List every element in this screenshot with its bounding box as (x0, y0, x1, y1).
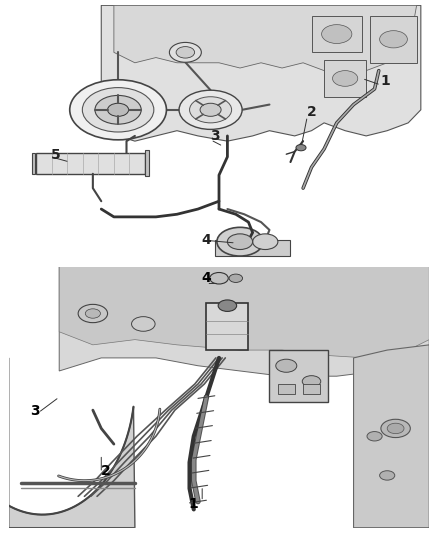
Polygon shape (353, 345, 429, 528)
Circle shape (276, 359, 297, 372)
Bar (32, 153, 35, 174)
Text: 4: 4 (201, 271, 211, 285)
Circle shape (227, 234, 253, 249)
Circle shape (108, 103, 129, 116)
Circle shape (332, 71, 358, 86)
Text: 2: 2 (101, 464, 111, 479)
Polygon shape (114, 5, 417, 71)
Bar (145, 150, 149, 176)
Circle shape (321, 25, 352, 44)
Circle shape (70, 80, 166, 140)
Bar (324, 60, 366, 97)
Circle shape (95, 95, 141, 124)
Bar (36, 153, 145, 174)
Polygon shape (59, 266, 429, 376)
Text: 1: 1 (189, 497, 199, 511)
Circle shape (200, 103, 221, 116)
Circle shape (381, 419, 410, 438)
Circle shape (131, 317, 155, 332)
Bar (206, 303, 248, 350)
Circle shape (85, 309, 100, 318)
Circle shape (380, 31, 407, 48)
Text: 3: 3 (30, 405, 39, 418)
Bar (278, 384, 295, 394)
Circle shape (296, 144, 306, 151)
Polygon shape (59, 266, 429, 358)
Bar (311, 16, 362, 52)
Text: 5: 5 (51, 148, 60, 163)
Circle shape (176, 46, 194, 58)
Circle shape (387, 423, 404, 434)
Bar (371, 16, 417, 63)
Text: 2: 2 (307, 106, 317, 119)
Circle shape (82, 87, 154, 132)
Circle shape (302, 376, 321, 387)
Circle shape (190, 97, 232, 123)
Circle shape (253, 234, 278, 249)
Circle shape (217, 227, 263, 256)
Text: 1: 1 (381, 74, 391, 88)
Bar (303, 384, 320, 394)
Polygon shape (0, 358, 135, 528)
Circle shape (229, 274, 243, 282)
Circle shape (170, 43, 201, 62)
Circle shape (218, 300, 237, 311)
Bar (269, 350, 328, 402)
Circle shape (367, 432, 382, 441)
Text: 4: 4 (201, 233, 211, 247)
Text: 3: 3 (211, 129, 220, 143)
Circle shape (78, 304, 108, 322)
Circle shape (210, 272, 228, 284)
Bar (215, 240, 290, 256)
Circle shape (380, 471, 395, 480)
Circle shape (179, 90, 242, 130)
Polygon shape (101, 5, 421, 141)
